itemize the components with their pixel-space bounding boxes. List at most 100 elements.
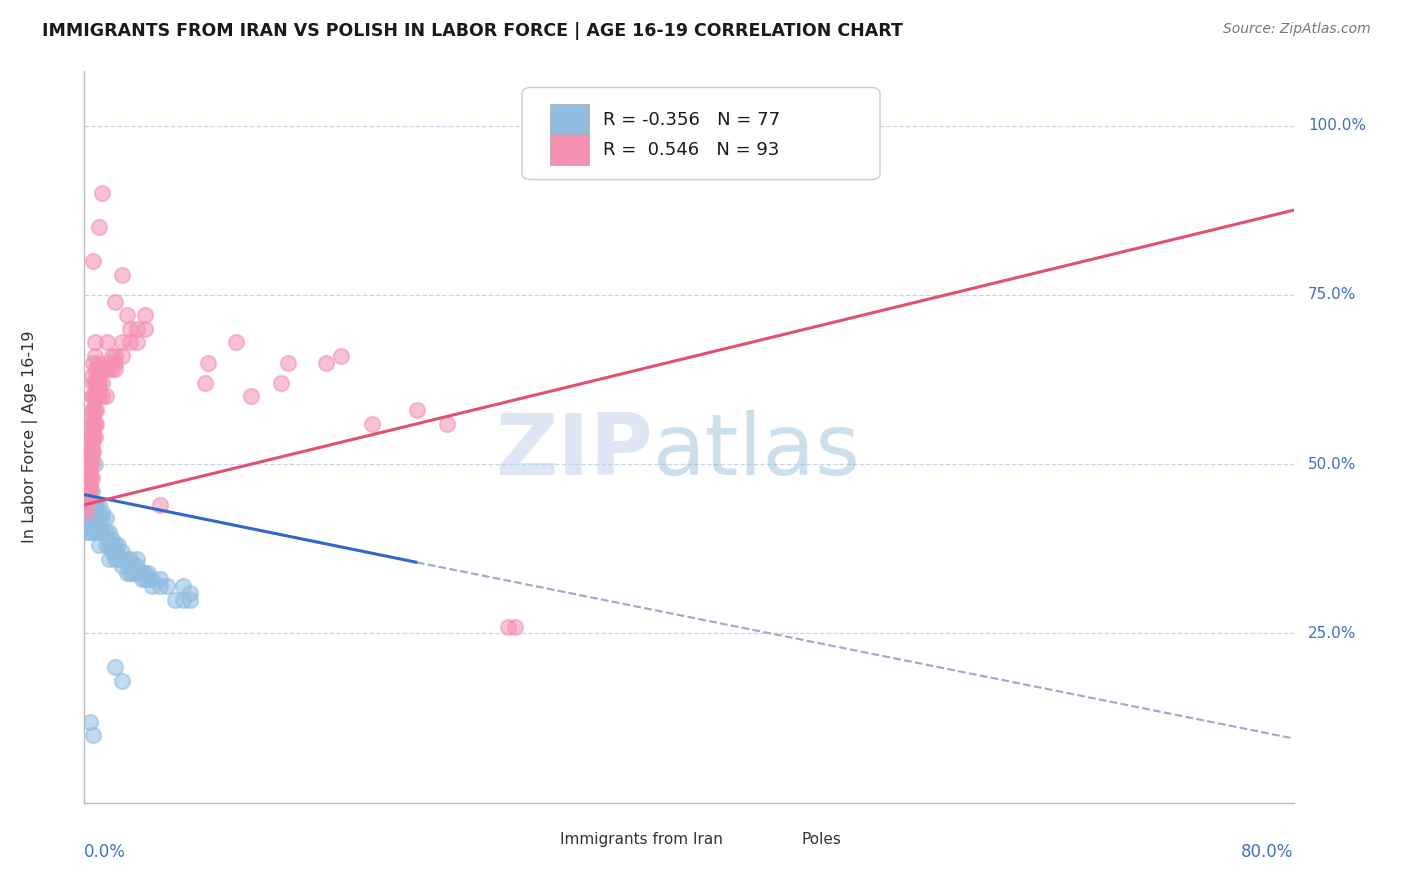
Point <box>179 586 201 600</box>
Point <box>77 511 100 525</box>
Point <box>104 552 127 566</box>
Point <box>97 524 120 539</box>
Point <box>194 376 217 390</box>
Point <box>89 220 111 235</box>
FancyBboxPatch shape <box>755 829 789 850</box>
Point <box>82 524 104 539</box>
Point <box>118 552 141 566</box>
Text: 50.0%: 50.0% <box>1308 457 1357 472</box>
Point <box>84 430 107 444</box>
Point <box>82 423 104 437</box>
Point <box>75 484 97 499</box>
Point <box>77 491 100 505</box>
Point <box>197 355 219 369</box>
Point <box>127 566 149 580</box>
Point <box>121 566 143 580</box>
Point <box>77 457 100 471</box>
Point <box>149 579 172 593</box>
Point <box>79 511 101 525</box>
Text: 100.0%: 100.0% <box>1308 118 1367 133</box>
Point <box>94 389 117 403</box>
Point <box>172 592 194 607</box>
Point <box>104 538 127 552</box>
Point <box>86 524 108 539</box>
Point <box>76 484 98 499</box>
Point <box>77 498 100 512</box>
Point <box>84 498 107 512</box>
Point <box>100 349 122 363</box>
Point <box>179 592 201 607</box>
Point <box>79 491 101 505</box>
Point <box>830 119 852 133</box>
Point <box>107 538 129 552</box>
Point <box>87 389 110 403</box>
Point <box>77 443 100 458</box>
Point <box>76 477 98 491</box>
Point <box>104 362 127 376</box>
Point <box>127 322 149 336</box>
Text: atlas: atlas <box>652 410 860 493</box>
Point <box>134 566 156 580</box>
Point <box>79 498 101 512</box>
Point <box>79 477 101 491</box>
Point <box>91 362 114 376</box>
Point <box>82 505 104 519</box>
Point <box>89 524 111 539</box>
Point <box>111 545 134 559</box>
Point <box>82 443 104 458</box>
Point <box>127 335 149 350</box>
Point <box>84 417 107 431</box>
Point <box>87 376 110 390</box>
Point <box>111 349 134 363</box>
Point <box>76 511 98 525</box>
Text: 80.0%: 80.0% <box>1241 843 1294 861</box>
Point <box>91 511 114 525</box>
Point <box>172 579 194 593</box>
Point <box>100 538 122 552</box>
Text: 75.0%: 75.0% <box>1308 287 1357 302</box>
Point <box>127 552 149 566</box>
Point <box>94 362 117 376</box>
Point <box>76 477 98 491</box>
Point <box>115 566 138 580</box>
Point <box>89 538 111 552</box>
Point <box>436 417 458 431</box>
Point <box>79 505 101 519</box>
Point <box>496 620 519 634</box>
Point <box>121 558 143 573</box>
FancyBboxPatch shape <box>550 104 589 135</box>
Point <box>131 572 153 586</box>
Point <box>76 491 98 505</box>
Point <box>79 471 101 485</box>
Point <box>104 294 127 309</box>
Point <box>79 464 101 478</box>
Point <box>97 538 120 552</box>
Point <box>131 566 153 580</box>
Point <box>86 403 108 417</box>
Point <box>82 728 104 742</box>
Point <box>84 457 107 471</box>
Point <box>77 464 100 478</box>
Point <box>91 389 114 403</box>
Point <box>503 620 526 634</box>
Point <box>80 430 103 444</box>
Point <box>80 518 103 533</box>
Point <box>82 498 104 512</box>
Point <box>82 409 104 424</box>
Point <box>77 477 100 491</box>
Point <box>79 714 101 729</box>
Point <box>82 254 104 268</box>
Point <box>86 505 108 519</box>
Point <box>87 362 110 376</box>
Point <box>111 552 134 566</box>
Point <box>96 335 118 350</box>
Point <box>84 349 107 363</box>
Point <box>82 355 104 369</box>
Point <box>97 355 120 369</box>
Point <box>75 498 97 512</box>
Point <box>79 430 101 444</box>
Point <box>76 457 98 471</box>
Point <box>149 498 172 512</box>
Point <box>80 389 103 403</box>
Point <box>141 579 163 593</box>
